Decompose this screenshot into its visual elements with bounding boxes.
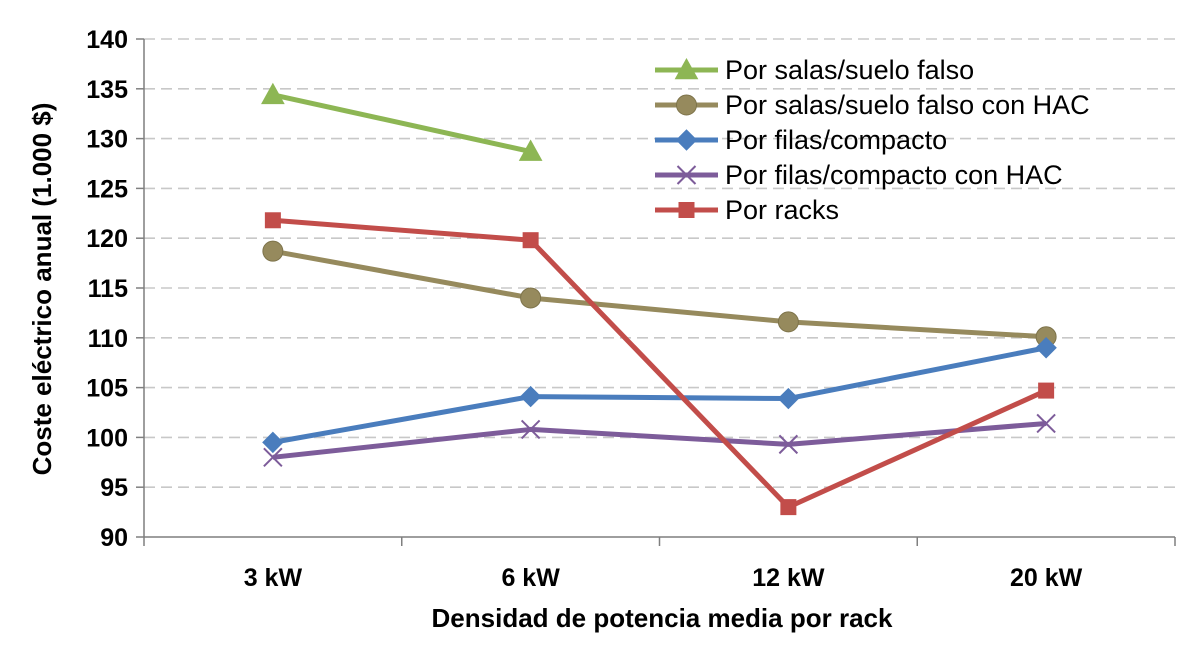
y-tick-label-135: 135 [86, 76, 128, 104]
y-tick-label-95: 95 [100, 474, 128, 502]
legend-item-3: Por filas/compacto con HAC [655, 160, 1063, 190]
legend-swatch-marker-2 [675, 129, 698, 151]
legend-item-4: Por racks [655, 195, 839, 225]
series-3 [263, 413, 1056, 468]
gridlines [144, 38, 1175, 489]
data-point-3-1 [520, 419, 541, 440]
data-point-2-0 [262, 431, 284, 454]
data-point-4-2 [780, 499, 797, 516]
series-line-1 [272, 248, 1047, 340]
y-tick-label-100: 100 [86, 424, 128, 452]
series-1 [262, 240, 1057, 348]
series-line-4 [272, 217, 1048, 510]
legend-label-2: Por filas/compacto [725, 125, 947, 155]
y-tick-label-115: 115 [88, 275, 128, 303]
legend-label-4: Por racks [725, 195, 839, 225]
data-point-3-3 [1036, 413, 1056, 434]
data-point-2-1 [519, 385, 542, 408]
axes: 90 95 100 105 110 115 120 125 130 135 140 3 kW 6 kW 1… [86, 26, 1176, 592]
series-line-0 [272, 92, 532, 154]
series [261, 82, 1057, 516]
series-line-3 [272, 420, 1047, 460]
legend-swatch-marker-3 [676, 165, 697, 185]
y-tick-label-130: 130 [86, 126, 128, 154]
data-point-0-0 [261, 82, 285, 105]
x-tick-label-3-kW: 3 kW [244, 564, 303, 592]
data-point-2-3 [1035, 337, 1057, 359]
legend-label-1: Por salas/suelo falso con HAC [725, 90, 1090, 120]
y-tick-label-90: 90 [100, 524, 128, 552]
x-axis-title: Densidad de potencia media por rack [432, 603, 893, 633]
legend-label-3: Por filas/compacto con HAC [725, 160, 1063, 190]
data-point-4-3 [1038, 382, 1055, 399]
legend-item-0: Por salas/suelo falso [655, 55, 974, 85]
y-tick-label-105: 105 [86, 375, 128, 403]
legend-item-1: Por salas/suelo falso con HAC [655, 90, 1090, 120]
legend-swatch-marker-0 [674, 57, 699, 80]
series-0 [261, 82, 543, 161]
data-point-3-0 [263, 447, 283, 468]
y-tick-label-120: 120 [86, 225, 128, 253]
data-point-1-2 [777, 311, 799, 333]
data-point-1-0 [262, 240, 284, 262]
y-tick-label-110: 110 [88, 325, 128, 353]
x-tick-label-20-kW: 20 kW [1010, 564, 1083, 592]
data-point-0-1 [518, 139, 543, 161]
data-point-3-2 [778, 434, 799, 455]
x-tick-label-6-kW: 6 kW [501, 564, 560, 592]
y-tick-label-125: 125 [86, 175, 128, 203]
legend-swatch-marker-1 [676, 94, 697, 116]
series-line-2 [272, 345, 1047, 445]
data-point-4-1 [522, 232, 539, 249]
legend-swatch-marker-4 [678, 202, 695, 218]
legend: Por salas/suelo falso Por salas/suelo fal… [655, 55, 1090, 225]
legend-label-0: Por salas/suelo falso [725, 55, 974, 85]
data-point-4-0 [264, 212, 281, 229]
y-axis-title: Coste eléctrico anual (1.000 $) [27, 103, 57, 476]
data-point-1-1 [520, 287, 542, 309]
legend-item-2: Por filas/compacto [655, 125, 947, 155]
series-2 [262, 337, 1057, 454]
data-point-2-2 [777, 387, 800, 410]
x-tick-label-12-kW: 12 kW [752, 564, 825, 592]
y-tick-label-140: 140 [86, 26, 128, 54]
series-4 [264, 212, 1055, 516]
